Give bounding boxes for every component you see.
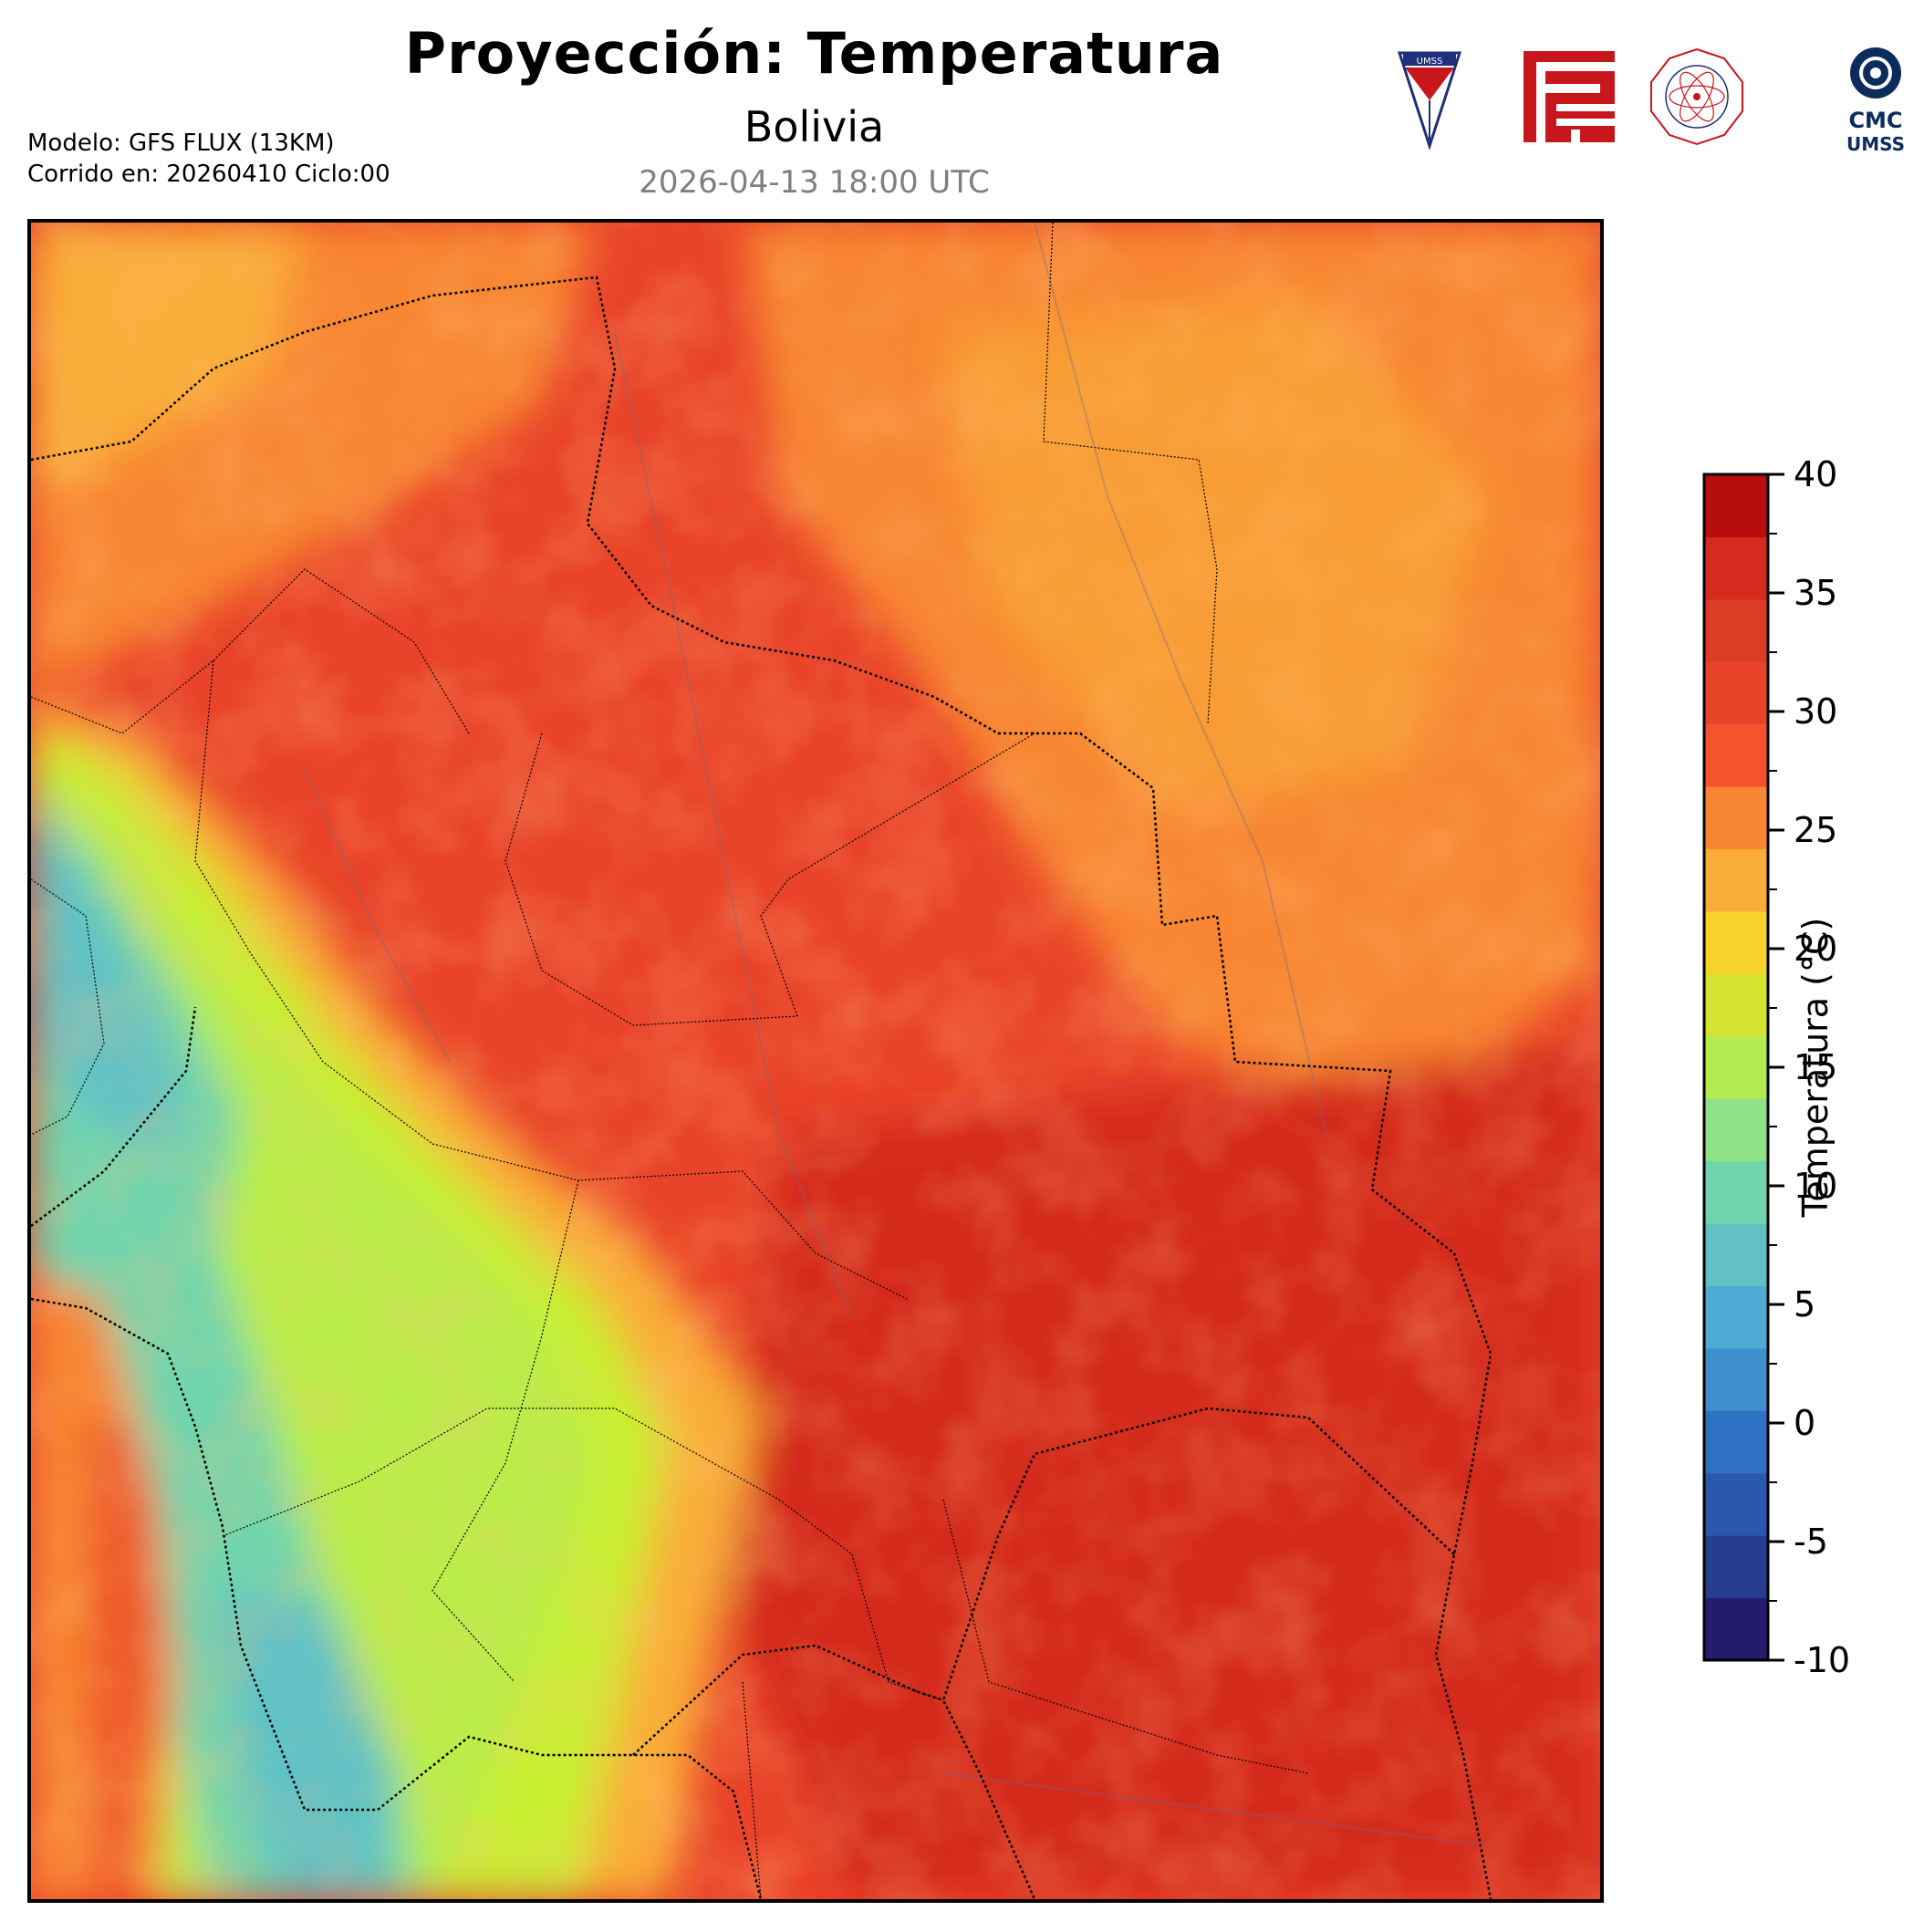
colorbar-tick-label: 25 — [1794, 810, 1837, 850]
colorbar-band — [1704, 1098, 1768, 1162]
colorbar: 40 35 30 25 20 15 10 5 0 -5 -10 — [1702, 454, 1850, 1680]
colorbar-tick-label: -10 — [1794, 1640, 1850, 1680]
svg-text:CMC: CMC — [1848, 108, 1902, 133]
colorbar-band — [1704, 786, 1768, 850]
colorbar-tick-label: -5 — [1794, 1522, 1828, 1562]
colorbar-band — [1704, 1035, 1768, 1099]
umss-shield-logo: UMSS — [1397, 51, 1462, 151]
colorbar-tick-label: 40 — [1794, 454, 1837, 494]
colorbar-tick-label: 0 — [1794, 1403, 1815, 1443]
colorbar-band — [1704, 910, 1768, 974]
colorbar-label: Temperatura (°C) — [1795, 917, 1836, 1218]
colorbar-band — [1704, 1410, 1768, 1474]
page-subtitle: Bolivia — [744, 102, 885, 151]
cmc-umss-logo: CMC UMSS — [1846, 47, 1905, 155]
colorbar-band — [1704, 1160, 1768, 1224]
colorbar-tick-label: 10 — [1794, 1166, 1837, 1206]
colorbar-band — [1704, 1347, 1768, 1411]
colorbar-tick-label: 30 — [1794, 691, 1837, 732]
forecast-datetime: 2026-04-13 18:00 UTC — [639, 164, 990, 201]
colorbar-tick-label: 35 — [1794, 573, 1837, 613]
colorbar-band — [1704, 661, 1768, 725]
national-borders — [31, 275, 1492, 1899]
red-geometric-logo — [1524, 51, 1615, 142]
colorbar-band — [1704, 474, 1768, 537]
colorbar-tick-label: 20 — [1794, 929, 1837, 969]
colorbar-band — [1704, 1535, 1768, 1599]
umss-logo-text: UMSS — [1417, 57, 1443, 67]
colorbar-band — [1704, 598, 1768, 662]
colorbar-band — [1704, 1285, 1768, 1349]
colorbar-band — [1704, 1223, 1768, 1286]
departamento-fisica-seal-logo — [1650, 47, 1743, 146]
model-info: Modelo: GFS FLUX (13KM) Corrido en: 2026… — [27, 128, 390, 190]
colorbar-band — [1704, 1472, 1768, 1536]
temperature-map — [27, 219, 1604, 1903]
rivers — [304, 223, 1492, 1847]
logos: UMSS CMC UMSS — [1396, 46, 1907, 164]
svg-text:UMSS: UMSS — [1846, 133, 1905, 155]
run-line: Corrido en: 20260410 Ciclo:00 — [27, 161, 390, 188]
colorbar-band — [1704, 1597, 1768, 1661]
colorbar-band — [1704, 723, 1768, 787]
colorbar-band — [1704, 973, 1768, 1037]
colorbar-band — [1704, 536, 1768, 600]
regional-borders — [31, 223, 1309, 1899]
colorbar-tick-label: 15 — [1794, 1047, 1837, 1087]
page-title: Proyección: Temperatura — [404, 20, 1224, 87]
colorbar-tick-label: 5 — [1794, 1284, 1815, 1324]
colorbar-band — [1704, 848, 1768, 912]
model-line: Modelo: GFS FLUX (13KM) — [27, 130, 335, 157]
